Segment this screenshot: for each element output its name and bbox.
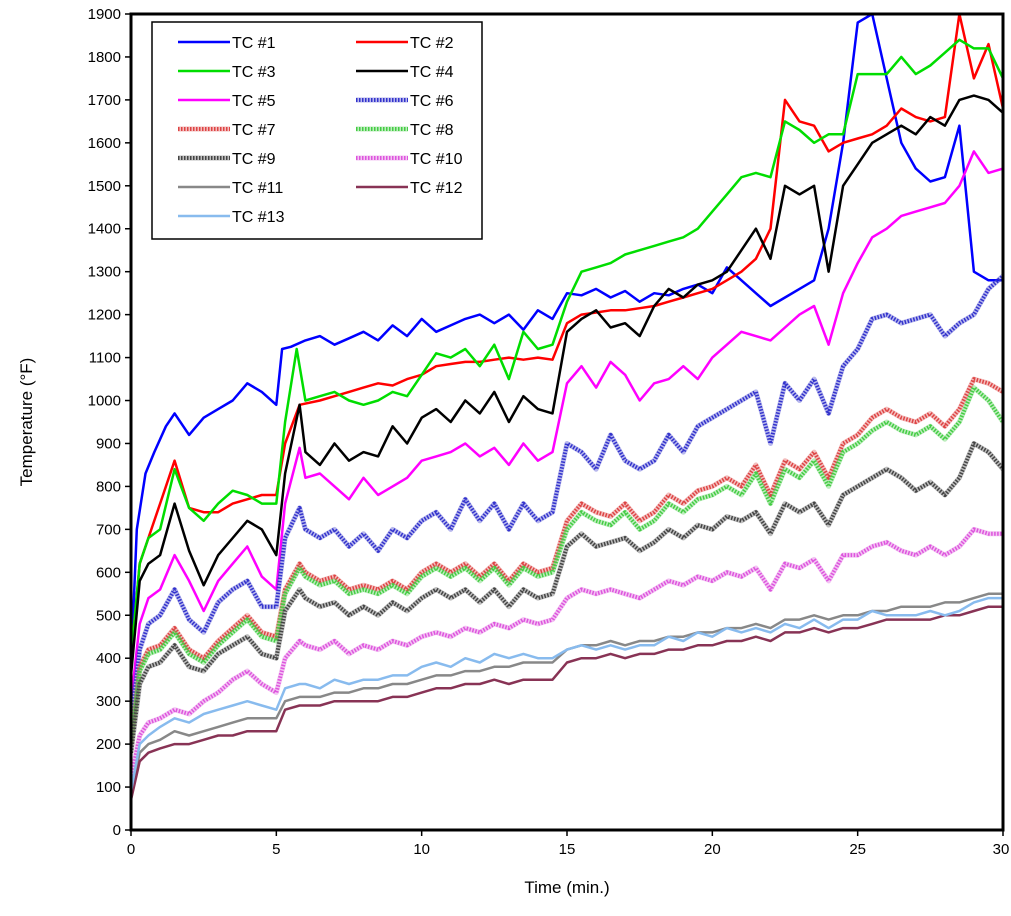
series-tc-9	[131, 441, 1003, 754]
legend-label-tc-7: TC #7	[232, 122, 276, 139]
y-tick-label: 1800	[88, 49, 121, 66]
legend-label-tc-10: TC #10	[410, 151, 463, 168]
x-tick-label: 30	[993, 841, 1010, 858]
legend-label-tc-4: TC #4	[410, 64, 454, 81]
y-tick-label: 1300	[88, 264, 121, 281]
x-tick-label: 20	[704, 841, 721, 858]
y-tick-label: 1700	[88, 92, 121, 109]
series-tc-1	[131, 14, 1003, 667]
y-tick-label: 1400	[88, 221, 121, 238]
legend-label-tc-12: TC #12	[410, 180, 463, 197]
axis-layer: 0100200300400500600700800900100011001200…	[88, 6, 1010, 858]
series-tc-6	[131, 274, 1003, 723]
y-axis-title: Temperature (°F)	[17, 358, 36, 487]
legend-box	[151, 21, 483, 240]
x-tick-label: 15	[559, 841, 576, 858]
x-axis-title: Time (min.)	[524, 878, 609, 897]
legend-label-tc-1: TC #1	[232, 35, 276, 52]
y-tick-label: 800	[96, 478, 121, 495]
y-tick-label: 1000	[88, 393, 121, 410]
x-tick-label: 25	[849, 841, 866, 858]
legend-label-tc-6: TC #6	[410, 93, 454, 110]
y-tick-label: 200	[96, 736, 121, 753]
y-tick-label: 600	[96, 564, 121, 581]
legend-label-tc-5: TC #5	[232, 93, 276, 110]
series-tc-10	[131, 526, 1003, 779]
legend-label-tc-8: TC #8	[410, 122, 454, 139]
y-tick-label: 900	[96, 435, 121, 452]
legend: TC #1 TC #2 TC #3 TC #4 TC #5 TC #6 TC #7 TC #8…	[151, 21, 483, 240]
y-tick-label: 1200	[88, 307, 121, 324]
x-tick-label: 5	[272, 841, 280, 858]
y-tick-label: 1900	[88, 6, 121, 23]
y-tick-label: 1600	[88, 135, 121, 152]
series-tc-12	[131, 605, 1003, 801]
y-tick-label: 400	[96, 650, 121, 667]
legend-label-tc-11: TC #11	[232, 180, 283, 197]
x-tick-label: 10	[413, 841, 430, 858]
y-tick-label: 100	[96, 779, 121, 796]
y-tick-label: 1500	[88, 178, 121, 195]
legend-label-tc-9: TC #9	[232, 151, 276, 168]
legend-label-tc-2: TC #2	[410, 35, 454, 52]
y-tick-label: 0	[113, 822, 121, 839]
series-tc-3	[131, 38, 1003, 659]
y-tick-label: 500	[96, 607, 121, 624]
series-tc-8	[131, 385, 1003, 745]
series-tc-11	[131, 592, 1003, 796]
series-tc-5	[131, 150, 1003, 702]
y-tick-label: 300	[96, 693, 121, 710]
y-tick-label: 700	[96, 521, 121, 538]
y-tick-label: 1100	[89, 350, 121, 367]
legend-label-tc-13: TC #13	[232, 209, 285, 226]
series-tc-4	[131, 94, 1003, 676]
series-tc-13	[131, 596, 1003, 792]
legend-label-tc-3: TC #3	[232, 64, 276, 81]
x-tick-label: 0	[127, 841, 135, 858]
series-layer	[131, 14, 1003, 801]
series-tc-2	[131, 14, 1003, 659]
